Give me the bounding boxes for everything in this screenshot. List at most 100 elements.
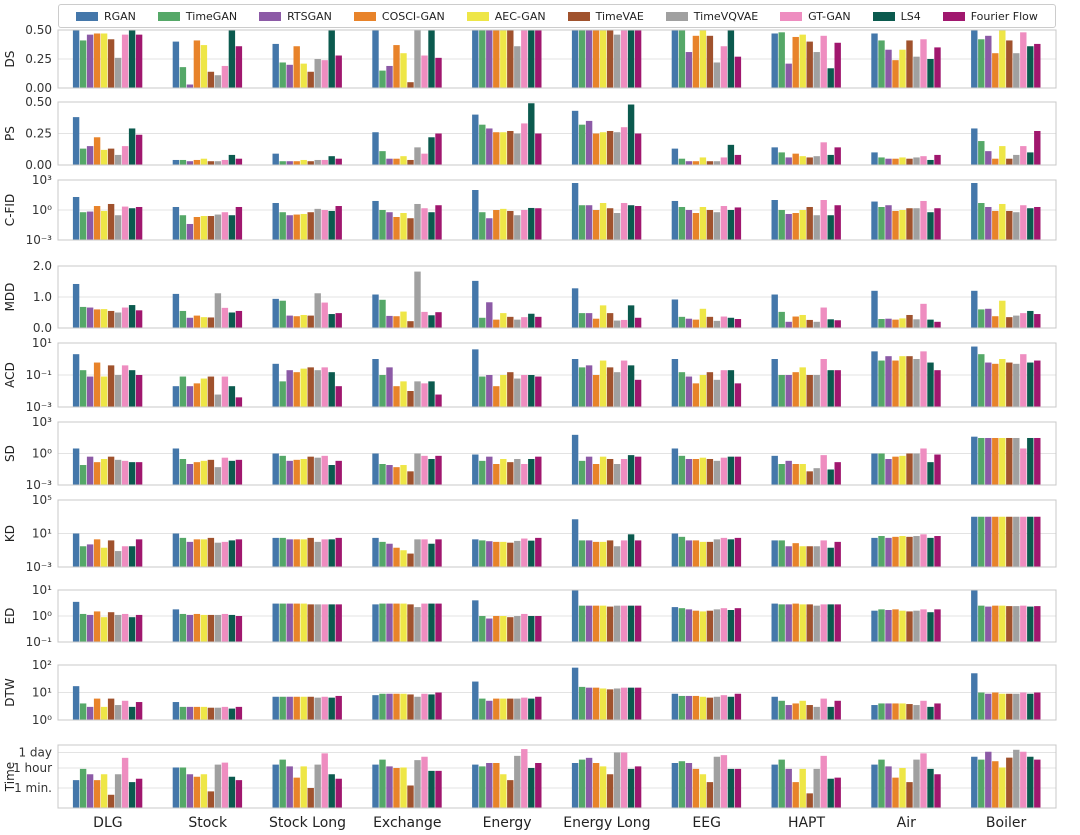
bar <box>678 372 686 407</box>
bar <box>528 375 535 407</box>
bar <box>500 698 507 720</box>
bar <box>799 314 806 328</box>
bar <box>878 40 885 88</box>
bar <box>135 539 143 567</box>
bar <box>799 34 806 88</box>
y-tick-label: 10⁰ <box>32 609 52 623</box>
bar <box>286 315 293 328</box>
x-tick-label: DLG <box>93 815 122 831</box>
y-tick-label: 0.50 <box>25 95 52 109</box>
bar <box>927 537 934 567</box>
bar <box>734 383 742 407</box>
y-axis-label: MDD <box>3 283 17 312</box>
bar <box>671 533 679 567</box>
bar <box>613 464 621 485</box>
bar <box>228 460 236 485</box>
panel-frame <box>57 499 1057 568</box>
bar <box>634 605 642 642</box>
bar <box>578 124 586 165</box>
bar <box>592 375 600 407</box>
bar <box>428 137 435 165</box>
bar <box>799 700 806 720</box>
bar <box>1006 516 1013 567</box>
bar <box>978 605 985 642</box>
bar <box>421 603 428 642</box>
bar <box>486 30 493 88</box>
bar <box>314 59 321 88</box>
bar <box>279 62 286 88</box>
bar <box>379 464 386 485</box>
bar <box>820 142 827 165</box>
bar <box>186 84 194 88</box>
bar <box>107 456 115 485</box>
bar <box>221 159 229 165</box>
bar <box>300 314 307 328</box>
bar <box>785 460 792 485</box>
bar <box>114 705 122 720</box>
bar <box>135 375 143 407</box>
bar <box>820 307 827 328</box>
bar <box>678 761 686 808</box>
y-axis-label: PS <box>3 126 17 141</box>
bar <box>214 293 222 328</box>
bar <box>400 550 407 567</box>
bar <box>121 613 129 642</box>
bar <box>221 307 229 328</box>
bar <box>235 706 243 720</box>
bar <box>207 216 215 240</box>
bar <box>421 55 428 88</box>
bar <box>678 206 686 240</box>
bar <box>699 611 707 642</box>
bar <box>699 457 707 485</box>
bar <box>135 134 143 165</box>
bar <box>1020 313 1027 328</box>
bar <box>920 534 927 567</box>
x-tick-label: Boiler <box>986 815 1027 831</box>
x-tick-label: Exchange <box>373 815 441 831</box>
bar <box>885 610 892 642</box>
bar <box>221 613 229 642</box>
bar <box>734 56 742 88</box>
bar <box>407 694 414 720</box>
bar <box>200 614 208 642</box>
bar <box>734 608 742 642</box>
bar <box>1034 314 1041 328</box>
bar <box>121 546 129 567</box>
bar <box>286 64 293 88</box>
bar <box>535 537 542 567</box>
bar <box>79 613 87 642</box>
bar <box>613 34 621 88</box>
y-tick-label: 1 hour <box>13 761 52 775</box>
bar <box>1006 317 1013 328</box>
bar <box>200 706 208 720</box>
bar <box>114 312 122 328</box>
bar <box>1034 360 1041 407</box>
bar <box>486 375 493 407</box>
bar <box>335 313 342 328</box>
bar <box>792 372 799 407</box>
bar <box>606 458 614 485</box>
bar <box>678 30 686 88</box>
bar <box>521 210 528 240</box>
bar <box>514 616 521 642</box>
bar <box>228 614 236 642</box>
bar <box>179 159 187 165</box>
bar <box>535 376 542 407</box>
bar <box>692 610 700 642</box>
bar <box>214 75 222 88</box>
bar <box>599 688 607 720</box>
bar <box>671 359 679 407</box>
panel-frame <box>57 744 1057 809</box>
bar <box>486 763 493 808</box>
bar <box>121 757 129 808</box>
bar <box>100 309 108 328</box>
bar <box>899 356 906 407</box>
bar <box>321 210 328 240</box>
bar <box>386 766 393 808</box>
bar <box>86 456 94 485</box>
bar <box>114 375 122 407</box>
bar <box>885 318 892 328</box>
bar <box>335 695 342 720</box>
legend-swatch <box>872 11 895 21</box>
bar <box>771 294 778 328</box>
